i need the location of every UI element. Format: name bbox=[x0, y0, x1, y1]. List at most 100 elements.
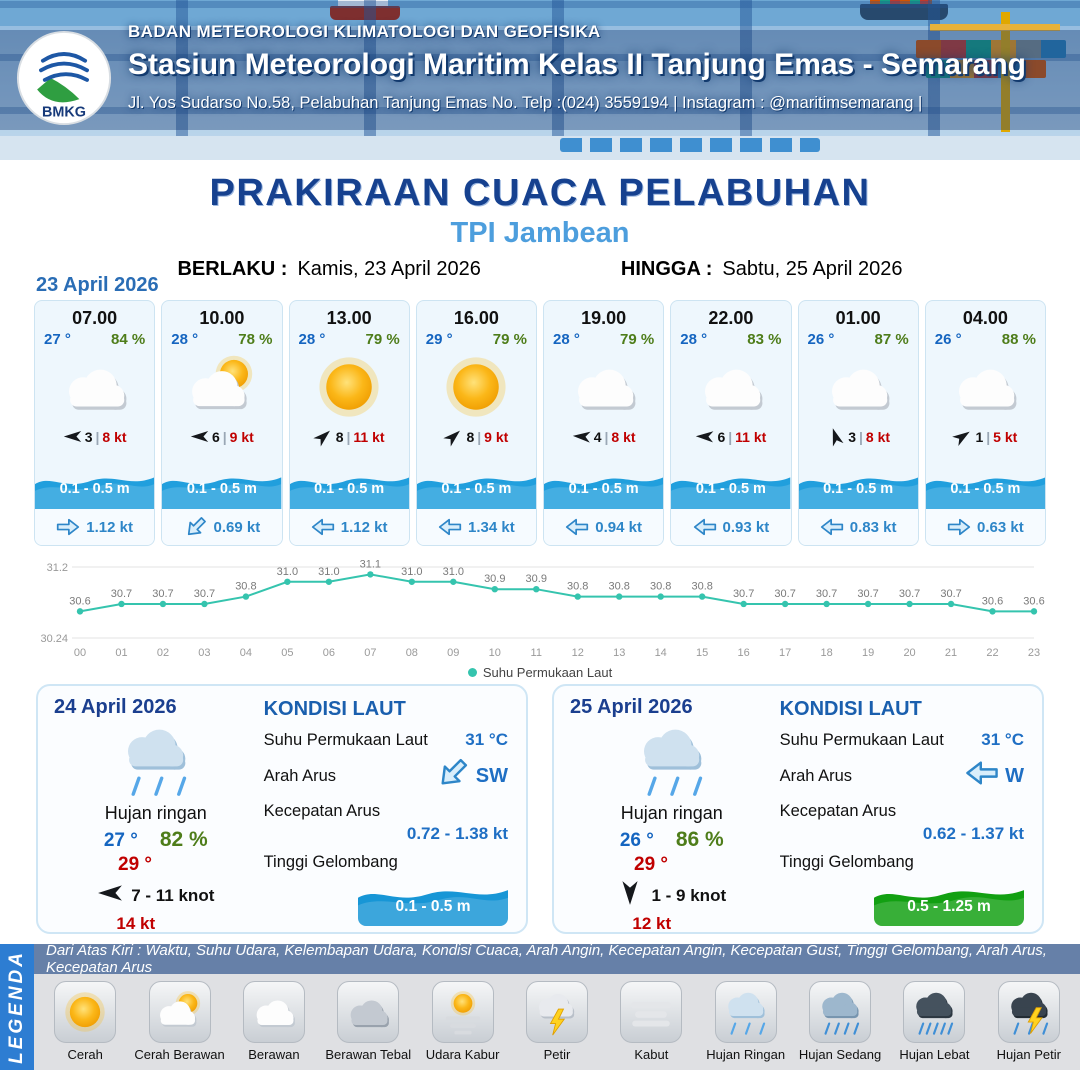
wind-direction-arrow-icon bbox=[190, 427, 209, 446]
air-temperature: 28 ° bbox=[171, 331, 199, 348]
header-text-backdrop bbox=[0, 30, 1080, 130]
air-temperature: 26 ° bbox=[807, 331, 835, 348]
station-name: Stasiun Meteorologi Maritim Kelas II Tan… bbox=[128, 48, 1026, 81]
wave-shape bbox=[798, 465, 918, 509]
air-temperature: 28 ° bbox=[298, 331, 326, 348]
legend-item-label: Hujan Petir bbox=[996, 1047, 1061, 1062]
wave-shape bbox=[544, 465, 664, 509]
air-temperature: 27 ° bbox=[44, 331, 71, 348]
page-title: PRAKIRAAN CUACA PELABUHAN bbox=[209, 172, 871, 214]
gust-speed: 11 kt bbox=[735, 428, 767, 445]
day-temp-min: 27 ° bbox=[103, 830, 138, 851]
temp-humidity-row: 26 ° 88 % bbox=[926, 329, 1045, 348]
wave-height-band: 0.1 - 0.5 m bbox=[798, 465, 918, 509]
daily-forecast-card: 24 April 2026 Hujan ringan 27 ° 82 % 29 … bbox=[36, 684, 528, 934]
legend-weather-icon bbox=[997, 981, 1060, 1043]
temp-humidity-row: 28 ° 79 % bbox=[544, 329, 663, 348]
current-row: 1.12 kt bbox=[289, 509, 409, 545]
wind-direction-arrow-icon bbox=[695, 427, 714, 446]
hingga-value: Sabtu, 25 April 2026 bbox=[722, 258, 903, 280]
svg-text:30.6: 30.6 bbox=[1023, 595, 1044, 607]
svg-text:03: 03 bbox=[198, 647, 210, 659]
svg-text:30.7: 30.7 bbox=[774, 588, 795, 600]
svg-text:09: 09 bbox=[447, 647, 459, 659]
legend-item-label: Cerah bbox=[67, 1047, 103, 1062]
current-speed: 0.94 kt bbox=[595, 518, 642, 536]
legend-item: Berawan Tebal bbox=[322, 981, 414, 1068]
current-direction-label: Arah Arus bbox=[779, 766, 853, 785]
weather-icon bbox=[56, 348, 134, 426]
temp-humidity-row: 28 ° 83 % bbox=[671, 329, 790, 348]
svg-text:30.7: 30.7 bbox=[111, 588, 132, 600]
berlaku-label: BERLAKU : bbox=[177, 258, 288, 280]
wave-shape bbox=[416, 465, 536, 509]
day-wind-range: 7 - 11 knot bbox=[131, 885, 215, 905]
separator: | bbox=[477, 428, 482, 445]
current-direction-arrow-icon bbox=[438, 517, 462, 537]
svg-text:30.6: 30.6 bbox=[982, 595, 1003, 607]
validity-period: BERLAKU : Kamis, 23 April 2026 HINGGA : … bbox=[0, 258, 1080, 281]
current-direction-label: Arah Arus bbox=[263, 766, 337, 785]
wind-direction-arrow-icon bbox=[952, 427, 972, 446]
air-temperature: 26 ° bbox=[934, 331, 962, 348]
legend-weather-icon bbox=[809, 981, 872, 1043]
current-row: 0.94 kt bbox=[544, 509, 664, 545]
hingga-label: HINGGA : bbox=[620, 258, 713, 280]
wave-height: 0.1 - 0.5 m bbox=[441, 481, 512, 497]
illustration-crane bbox=[1001, 12, 1010, 132]
legend-items: Cerah Cerah Berawan Berawan Bera bbox=[34, 974, 1080, 1070]
daily-summary-row: 24 April 2026 Hujan ringan 27 ° 82 % 29 … bbox=[0, 684, 1080, 934]
svg-text:31.2: 31.2 bbox=[47, 562, 68, 574]
forecast-card: 07.00 27 ° 84 % 3 | 8 kt 0.1 - 0.5 m bbox=[34, 300, 156, 546]
current-direction-arrow-icon bbox=[693, 517, 717, 537]
sst-value: 31 °C bbox=[465, 730, 508, 749]
day-date: 24 April 2026 bbox=[54, 696, 177, 718]
svg-text:11: 11 bbox=[531, 647, 542, 659]
wind-speed: 4 bbox=[593, 428, 602, 445]
current-speed: 1.12 kt bbox=[340, 518, 388, 536]
current-direction-arrow-icon bbox=[56, 517, 80, 537]
chart-legend: Suhu Permukaan Laut bbox=[34, 665, 1046, 680]
temp-humidity-row: 29 ° 79 % bbox=[417, 329, 536, 348]
current-speed: 0.93 kt bbox=[722, 518, 770, 536]
current-row: 0.93 kt bbox=[671, 509, 791, 545]
current-direction-value-group: W bbox=[965, 759, 1024, 793]
time-label: 10.00 bbox=[199, 308, 245, 328]
wind-row: 3 | 8 kt bbox=[826, 427, 890, 447]
sst-row: Suhu Permukaan Laut 31 °C bbox=[264, 730, 508, 750]
legend-item-label: Berawan Tebal bbox=[325, 1047, 412, 1062]
wave-height: 0.1 - 0.5 m bbox=[59, 481, 130, 497]
legend-item: Hujan Ringan bbox=[700, 981, 792, 1068]
wind-direction-arrow-icon bbox=[313, 427, 333, 447]
gust-speed: 9 kt bbox=[229, 428, 254, 445]
wave-shape bbox=[925, 465, 1045, 509]
wave-height: 0.1 - 0.5 m bbox=[314, 481, 385, 497]
current-speed: 0.63 kt bbox=[977, 518, 1024, 536]
station-address: Jl. Yos Sudarso No.58, Pelabuhan Tanjung… bbox=[128, 94, 923, 112]
svg-text:07: 07 bbox=[364, 647, 376, 659]
legend-weather-icon bbox=[620, 981, 683, 1043]
current-speed: 1.34 kt bbox=[468, 518, 515, 536]
current-row: 1.34 kt bbox=[416, 509, 536, 545]
time-label: 04.00 bbox=[962, 308, 1008, 328]
hourly-forecast-row: 07.00 27 ° 84 % 3 | 8 kt 0.1 - 0.5 m bbox=[0, 300, 1080, 546]
wave-height-band: 0.1 - 0.5 m bbox=[416, 465, 536, 509]
legend-item: Hujan Lebat bbox=[888, 981, 980, 1068]
legend-main: Dari Atas Kiri : Waktu, Suhu Udara, Kele… bbox=[34, 942, 1080, 1070]
svg-text:23: 23 bbox=[1028, 647, 1040, 659]
svg-text:02: 02 bbox=[157, 647, 169, 659]
time-label: 01.00 bbox=[835, 308, 881, 328]
wave-shape bbox=[874, 876, 1024, 926]
location-title: TPI Jambean bbox=[450, 217, 630, 249]
day-wind-range: 1 - 9 knot bbox=[651, 885, 727, 905]
day-temp-humidity-row: 26 ° 86 % bbox=[620, 828, 724, 852]
sst-chart-section: 31.2 30.24 30.6 00 30.7 01 30.7 02 30.7 03 30.8 04 3… bbox=[0, 546, 1080, 680]
daily-weather-summary: 25 April 2026 Hujan ringan 26 ° 86 % 29 … bbox=[554, 686, 774, 932]
legend-weather-icon bbox=[714, 981, 777, 1043]
sea-current-arrow-icon bbox=[965, 759, 999, 793]
day-temp-min: 26 ° bbox=[619, 830, 654, 851]
wind-row: 6 | 9 kt bbox=[190, 427, 254, 446]
day-wind-arrow-icon bbox=[617, 880, 643, 911]
wave-height: 0.1 - 0.5 m bbox=[695, 481, 766, 497]
wave-height-band: 0.1 - 0.5 m bbox=[35, 465, 155, 509]
